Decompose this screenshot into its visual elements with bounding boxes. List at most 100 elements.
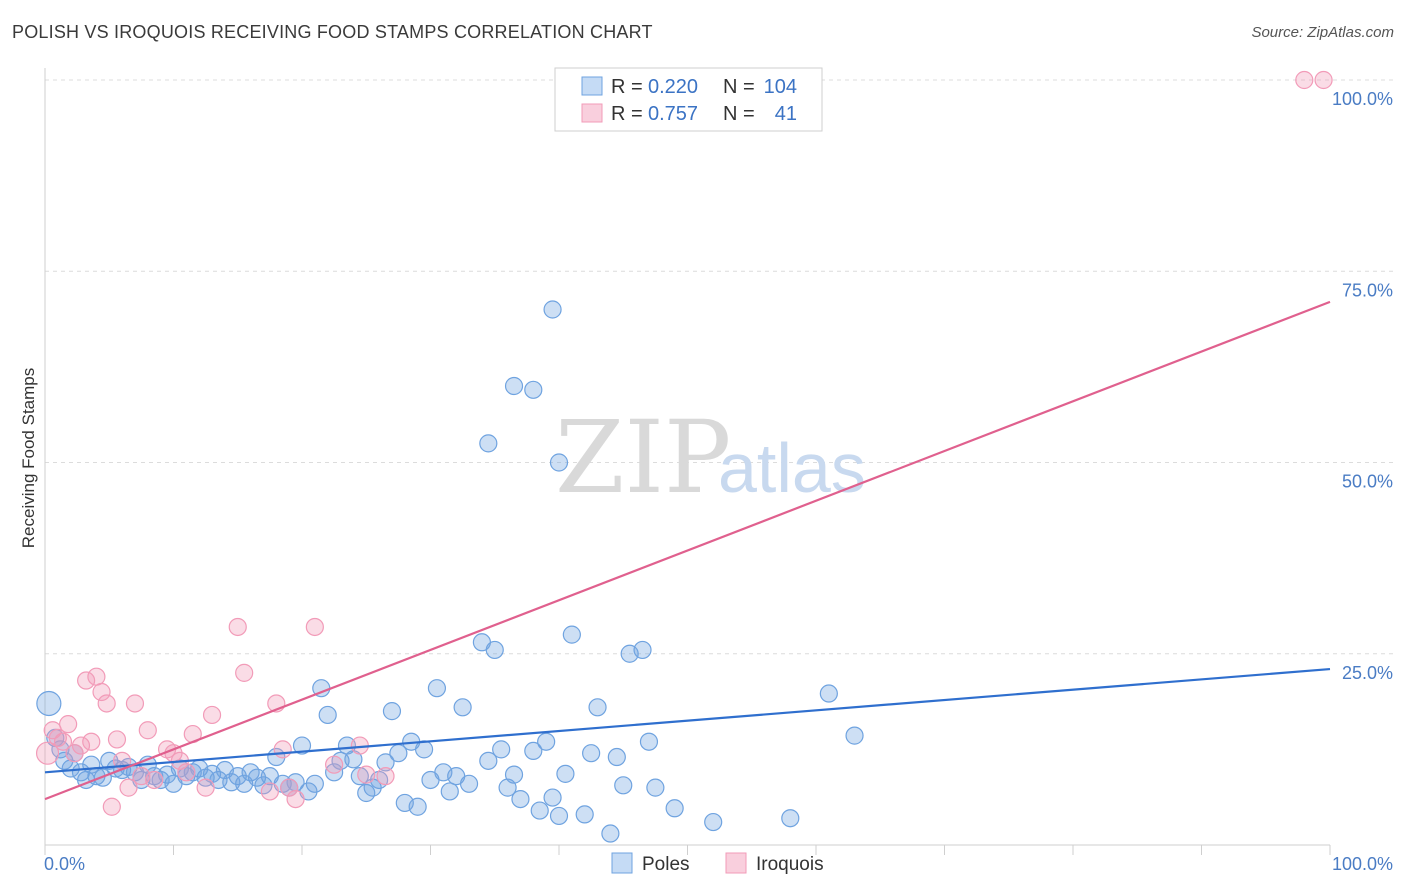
iroquois-point-28 (235, 663, 254, 682)
iroquois-point-12 (102, 797, 121, 816)
iroquois-point-35 (325, 755, 344, 774)
poles-point-98 (504, 376, 524, 396)
iroquois-point-40 (1314, 70, 1333, 90)
y-tick-label-0: 25.0% (1342, 663, 1393, 683)
poles-point-89 (633, 640, 652, 660)
iroquois-point-31 (273, 740, 292, 759)
poles-point-93 (704, 812, 723, 832)
poles-point-43 (305, 774, 324, 793)
iroquois-n-label: N = (723, 103, 755, 125)
iroquois-point-10 (92, 682, 111, 702)
poles-point-41 (292, 736, 312, 755)
poles-point-69 (479, 751, 498, 770)
y-tick-label-1: 50.0% (1342, 472, 1393, 492)
poles-n-label: N = (723, 76, 755, 98)
poles-point-59 (408, 797, 427, 816)
poles-point-74 (511, 789, 530, 809)
iroquois-point-9 (87, 667, 106, 686)
chart-source: Source: ZipAtlas.com (1251, 24, 1394, 41)
poles-point-96 (845, 726, 864, 745)
poles-point-75 (524, 741, 543, 761)
legend-iroquois-icon (725, 852, 747, 874)
gridlines (45, 79, 1395, 655)
legend-poles-label: Poles (642, 854, 690, 875)
stats-legend: R = 0.220 N = 104 R = 0.757 N = 41 (554, 67, 823, 132)
poles-point-94 (781, 809, 800, 828)
iroquois-point-15 (119, 778, 138, 797)
poles-point-0 (36, 690, 62, 717)
poles-r-value: 0.220 (648, 76, 698, 98)
poles-point-97 (479, 434, 498, 453)
iroquois-point-8 (82, 732, 101, 751)
legend-iroquois-label: Iroquois (756, 854, 824, 875)
iroquois-point-26 (202, 705, 222, 725)
iroquois-point-34 (305, 617, 324, 637)
iroquois-r-value: 0.757 (648, 103, 698, 125)
poles-point-99 (524, 380, 543, 399)
iroquois-point-4 (59, 715, 78, 734)
poles-point-46 (325, 763, 344, 782)
poles-n-value: 104 (764, 76, 797, 98)
poles-point-45 (318, 705, 337, 725)
iroquois-point-16 (125, 694, 145, 713)
y-tick-label-3: 100.0% (1332, 89, 1393, 109)
poles-point-76 (530, 801, 549, 820)
iroquois-point-23 (177, 763, 196, 782)
poles-point-90 (639, 732, 659, 751)
iroquois-point-19 (145, 770, 164, 790)
poles-point-86 (607, 747, 626, 767)
poles-point-91 (646, 778, 665, 797)
poles-point-81 (562, 625, 581, 644)
poles-point-78 (543, 788, 562, 807)
iroquois-point-25 (196, 778, 215, 797)
x-tick-label-0: 0.0% (44, 854, 85, 874)
watermark-zip: ZIP (555, 399, 731, 516)
iroquois-trend-line (44, 300, 1331, 801)
iroquois-point-37 (357, 765, 376, 784)
poles-point-67 (459, 774, 479, 793)
poles-point-71 (492, 740, 511, 759)
poles-point-87 (614, 776, 633, 795)
poles-point-95 (819, 684, 838, 703)
iroquois-point-27 (228, 617, 247, 637)
poles-point-101 (549, 453, 569, 472)
x-tick-label-1: 100.0% (1332, 854, 1393, 874)
poles-point-80 (556, 764, 575, 783)
poles-point-70 (485, 640, 504, 660)
trend-lines (44, 300, 1331, 801)
iroquois-point-6 (71, 736, 91, 755)
axes (44, 68, 1331, 855)
poles-point-62 (427, 679, 447, 698)
iroquois-point-11 (97, 694, 116, 713)
iroquois-point-18 (138, 721, 157, 740)
chart-title: POLISH VS IROQUOIS RECEIVING FOOD STAMPS… (12, 22, 653, 42)
series-legend: Poles Iroquois (611, 852, 824, 875)
poles-point-55 (382, 702, 402, 721)
poles-point-54 (376, 753, 395, 772)
poles-point-50 (350, 767, 369, 786)
legend-poles-icon (611, 852, 633, 874)
y-axis-title: Receiving Food Stamps (19, 368, 38, 548)
poles-point-84 (588, 698, 607, 717)
y-tick-labels: 25.0% 50.0% 75.0% 100.0% (1332, 89, 1393, 683)
poles-point-92 (665, 799, 684, 818)
poles-point-73 (504, 765, 524, 784)
poles-swatch-icon (581, 76, 603, 96)
iroquois-swatch-icon (581, 103, 603, 123)
y-tick-label-2: 75.0% (1342, 280, 1393, 300)
iroquois-point-33 (286, 789, 305, 809)
iroquois-point-39 (1295, 70, 1314, 90)
poles-point-82 (575, 805, 594, 824)
x-tick-labels: 0.0% 100.0% (44, 854, 1393, 874)
watermark: ZIP atlas (555, 399, 866, 516)
iroquois-point-29 (260, 782, 279, 801)
iroquois-point-3 (53, 732, 73, 751)
poles-point-100 (543, 300, 562, 319)
iroquois-point-0 (35, 741, 60, 765)
poles-point-64 (440, 782, 459, 801)
iroquois-point-13 (107, 730, 127, 749)
poles-point-83 (582, 744, 601, 763)
poles-r-label: R = (611, 76, 643, 98)
watermark-atlas: atlas (718, 429, 866, 507)
